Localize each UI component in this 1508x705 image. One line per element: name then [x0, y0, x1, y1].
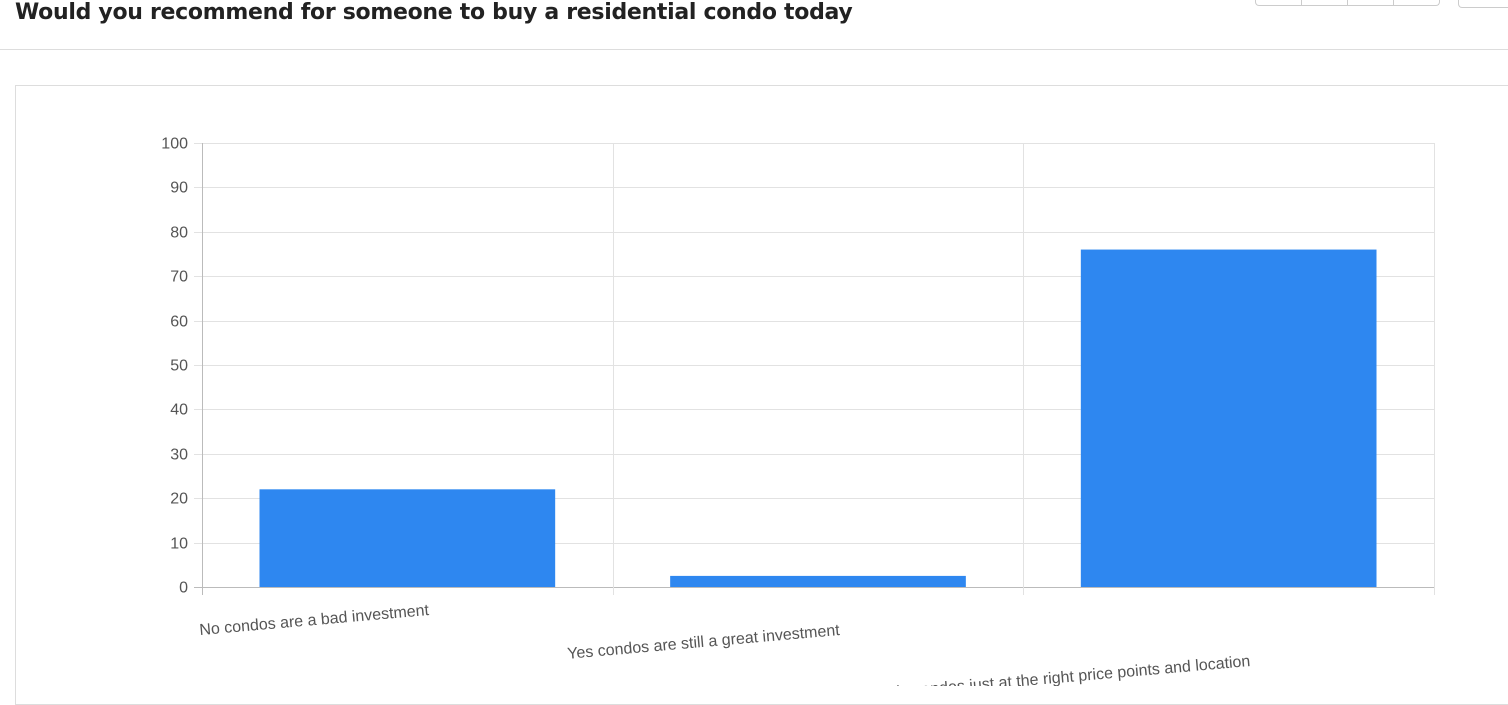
y-tick-label: 80	[170, 225, 188, 242]
bar-chart: 0 10 20 30 40 50 60 70 80 90 100 No condos are a b…	[161, 136, 1435, 686]
y-axis: 0 10 20 30 40 50 60 70 80 90 100	[161, 136, 188, 597]
y-tick-label: 50	[170, 358, 188, 375]
toolbar-button[interactable]	[1348, 0, 1394, 6]
y-tick-label: 10	[170, 536, 188, 553]
y-tick-label: 20	[170, 491, 188, 508]
toolbar-button[interactable]	[1302, 0, 1348, 6]
chart-bars	[259, 249, 1377, 587]
y-tick-label: 100	[161, 136, 188, 153]
bar[interactable]	[670, 575, 966, 587]
toolbar-extra-button[interactable]	[1458, 0, 1508, 8]
y-tick-label: 40	[170, 402, 188, 419]
page-title: Would you recommend for someone to buy a…	[15, 0, 853, 25]
y-tick-label: 60	[170, 314, 188, 331]
y-tick-label: 0	[179, 580, 188, 597]
y-tick-label: 70	[170, 269, 188, 286]
toolbar-button[interactable]	[1394, 0, 1440, 6]
x-tick-label: No condos are a bad investment	[199, 602, 431, 639]
bar[interactable]	[259, 489, 556, 587]
x-tick-label: There are still opportunities in condos …	[699, 653, 1251, 686]
y-tick-label: 30	[170, 447, 188, 464]
bar[interactable]	[1080, 249, 1377, 587]
toolbar-button[interactable]	[1255, 0, 1302, 6]
y-tick-label: 90	[170, 180, 188, 197]
toolbar	[1255, 0, 1440, 6]
x-axis: No condos are a bad investment Yes condos…	[199, 602, 1251, 686]
page-header: Would you recommend for someone to buy a…	[0, 0, 1508, 50]
x-tick-label: Yes condos are still a great investment	[567, 622, 841, 663]
